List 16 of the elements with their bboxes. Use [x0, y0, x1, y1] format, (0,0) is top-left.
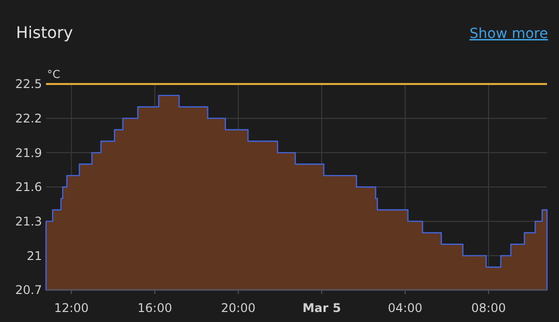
- y-tick-label: 21: [26, 248, 42, 263]
- chart-title: History: [16, 23, 73, 42]
- x-tick-label: Mar 5: [302, 301, 341, 315]
- y-tick-label: 22.5: [15, 77, 42, 92]
- x-tick-label: 16:00: [138, 301, 172, 315]
- y-tick-label: 21.6: [15, 180, 42, 194]
- text: Show more: [470, 26, 548, 42]
- y-tick-label: 22.2: [15, 112, 42, 126]
- x-tick-label: 12:00: [54, 301, 89, 315]
- y-tick-label: 21.9: [15, 146, 42, 160]
- y-axis-title: °C: [47, 68, 60, 81]
- x-tick-label: 04:00: [388, 301, 422, 315]
- y-tick-label: 21.3: [15, 214, 42, 229]
- x-tick-label: 08:00: [471, 301, 506, 315]
- x-tick-label: 20:00: [220, 301, 256, 315]
- y-tick-label: 20.7: [15, 283, 42, 298]
